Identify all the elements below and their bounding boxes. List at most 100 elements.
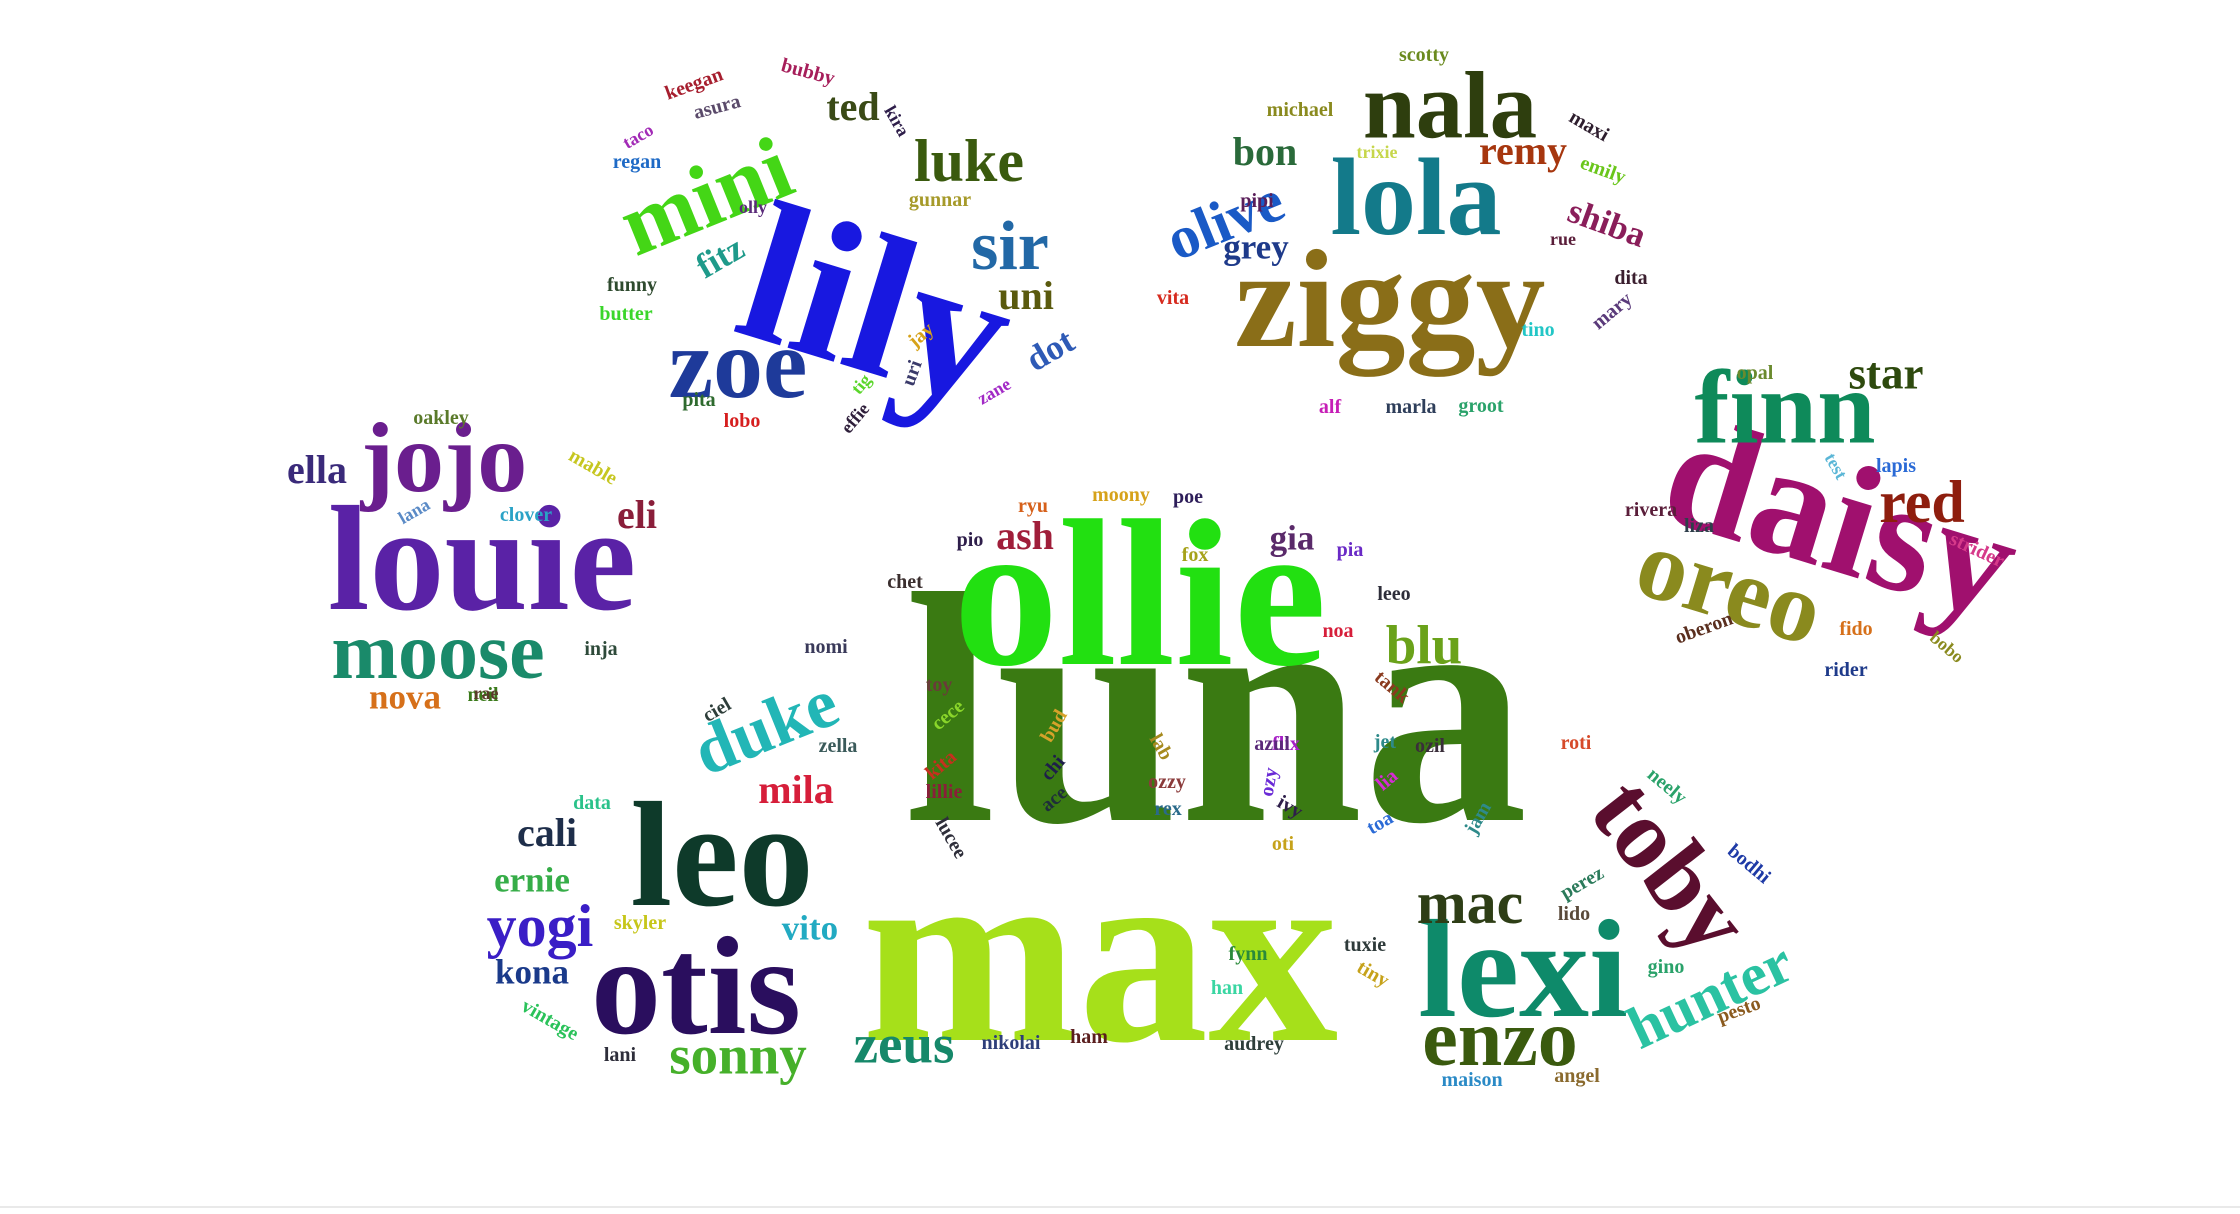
- word-alf: alf: [1318, 396, 1342, 418]
- word-enzo: enzo: [1422, 995, 1578, 1083]
- word-flix: flix: [1272, 733, 1300, 755]
- word-vintage: vintage: [517, 994, 583, 1046]
- word-inja: inja: [584, 638, 618, 660]
- word-vito: vito: [781, 908, 839, 948]
- word-olly: olly: [738, 197, 768, 217]
- word-taco: taco: [619, 119, 657, 153]
- word-lexi: lexi: [1418, 892, 1628, 1047]
- word-lido: lido: [1557, 903, 1591, 925]
- word-mary: mary: [1587, 287, 1637, 335]
- word-skyler: skyler: [613, 912, 667, 934]
- word-star: star: [1848, 348, 1924, 399]
- word-otis: otis: [591, 909, 801, 1064]
- word-audrey: audrey: [1224, 1033, 1284, 1055]
- word-jojo: jojo: [360, 402, 528, 513]
- word-gino: gino: [1647, 956, 1685, 978]
- word-mac: mac: [1416, 870, 1524, 936]
- word-tiny: tiny: [1353, 956, 1393, 992]
- word-funny: funny: [606, 274, 658, 296]
- word-lillie: lillie: [925, 781, 963, 803]
- word-sir: sir: [971, 208, 1049, 285]
- word-dot: dot: [1019, 320, 1081, 380]
- word-dita: dita: [1614, 267, 1648, 289]
- word-pita: pita: [682, 389, 716, 411]
- word-nova: nova: [369, 677, 441, 717]
- word-nala: nala: [1362, 52, 1538, 159]
- word-lobo: lobo: [723, 410, 761, 432]
- word-lapis: lapis: [1875, 455, 1917, 477]
- word-cali: cali: [517, 810, 577, 855]
- word-fox: fox: [1181, 544, 1209, 566]
- word-trixie: trixie: [1356, 142, 1398, 162]
- word-azul: azul: [1254, 733, 1290, 755]
- word-tino: tino: [1521, 319, 1555, 341]
- word-ham: ham: [1070, 1026, 1108, 1048]
- word-ozil: ozil: [1415, 735, 1445, 757]
- word-rivera: rivera: [1624, 499, 1678, 521]
- word-maison: maison: [1441, 1069, 1503, 1091]
- word-grey: grey: [1223, 227, 1289, 267]
- word-asura: asura: [691, 90, 743, 124]
- word-chet: chet: [887, 571, 923, 593]
- word-luke: luke: [913, 128, 1025, 194]
- word-fynn: fynn: [1228, 943, 1268, 965]
- word-ted: ted: [826, 84, 880, 129]
- word-red: red: [1879, 469, 1965, 535]
- word-ernie: ernie: [494, 860, 570, 900]
- word-rex: rex: [1154, 798, 1182, 820]
- word-maxi: maxi: [1565, 105, 1613, 147]
- word-rue: rue: [1550, 229, 1576, 249]
- word-zella: zella: [818, 735, 858, 757]
- word-pio: pio: [956, 529, 984, 551]
- word-clover: clover: [499, 504, 553, 526]
- word-michael: michael: [1266, 99, 1334, 121]
- word-gunnar: gunnar: [908, 189, 972, 211]
- word-butter: butter: [599, 303, 653, 325]
- word-shiba: shiba: [1562, 191, 1652, 255]
- word-kona: kona: [495, 952, 569, 992]
- word-poe: poe: [1173, 486, 1203, 508]
- word-liza: liza: [1684, 515, 1714, 537]
- word-nomi: nomi: [804, 636, 848, 658]
- word-angel: angel: [1554, 1065, 1600, 1087]
- word-opal: opal: [1736, 362, 1774, 384]
- word-roti: roti: [1560, 732, 1592, 754]
- word-kira: kira: [880, 102, 914, 140]
- word-luna: luna: [904, 527, 1528, 892]
- word-ash: ash: [996, 513, 1054, 558]
- word-leo: leo: [630, 772, 814, 938]
- word-yogi: yogi: [486, 893, 594, 959]
- word-mila: mila: [758, 767, 834, 812]
- word-han: han: [1210, 977, 1244, 999]
- word-ziggy: ziggy: [1234, 222, 1546, 377]
- word-ozzy: ozzy: [1148, 771, 1186, 793]
- word-max: max: [861, 809, 1339, 1097]
- word-scotty: scotty: [1399, 44, 1449, 66]
- word-rider: rider: [1824, 659, 1868, 681]
- word-jet: jet: [1373, 731, 1397, 753]
- word-vita: vita: [1156, 287, 1190, 309]
- word-remy: remy: [1478, 128, 1568, 173]
- word-groot: groot: [1458, 395, 1504, 417]
- word-bon: bon: [1232, 129, 1298, 174]
- word-data: data: [573, 792, 611, 814]
- word-blu: blu: [1385, 614, 1463, 676]
- word-gia: gia: [1269, 518, 1315, 558]
- word-oakley: oakley: [413, 407, 469, 429]
- word-marla: marla: [1385, 396, 1437, 418]
- word-ella: ella: [287, 447, 347, 492]
- word-fido: fido: [1839, 618, 1873, 640]
- word-sonny: sonny: [669, 1024, 807, 1086]
- word-uni: uni: [998, 273, 1054, 318]
- word-zeus: zeus: [853, 1013, 955, 1075]
- word-noa: noa: [1322, 620, 1354, 642]
- word-ollie: ollie: [953, 478, 1327, 710]
- word-ozy: ozy: [1255, 765, 1283, 799]
- word-leeo: leeo: [1377, 583, 1411, 605]
- word-bubby: bubby: [778, 54, 838, 90]
- word-moony: moony: [1092, 484, 1150, 506]
- word-lani: lani: [603, 1044, 637, 1066]
- word-eli: eli: [617, 492, 657, 537]
- word-toy: toy: [925, 674, 953, 696]
- word-moose: moose: [331, 608, 545, 696]
